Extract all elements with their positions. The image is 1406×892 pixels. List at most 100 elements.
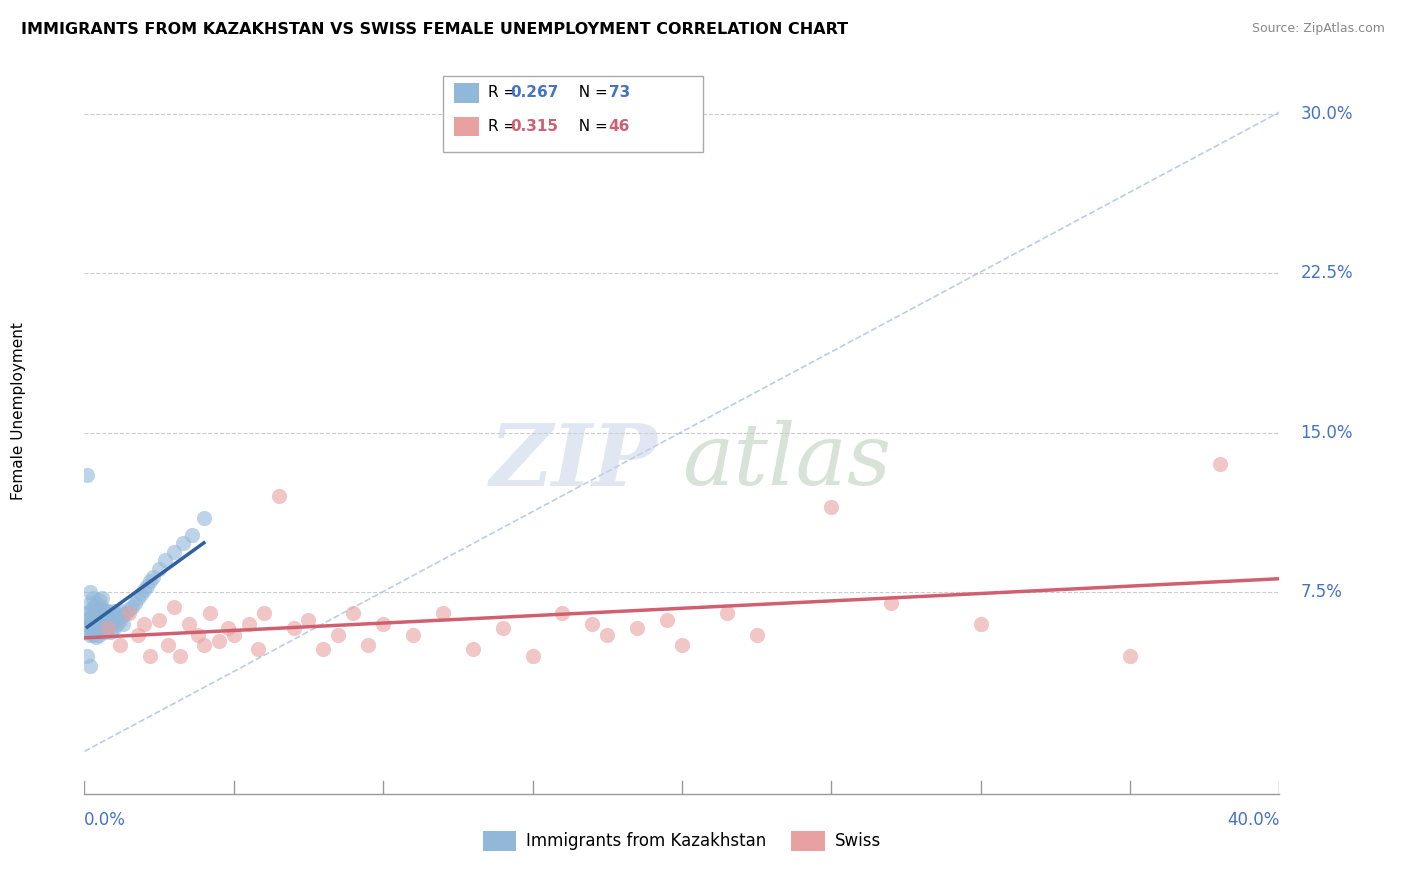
Point bbox=[79, 610, 101, 624]
Point bbox=[820, 500, 842, 514]
Point bbox=[97, 621, 120, 635]
Point bbox=[267, 489, 290, 503]
Point bbox=[82, 607, 104, 621]
Point bbox=[432, 607, 454, 621]
Point bbox=[103, 613, 125, 627]
Point bbox=[118, 602, 141, 616]
Point bbox=[91, 621, 114, 635]
Text: IMMIGRANTS FROM KAZAKHSTAN VS SWISS FEMALE UNEMPLOYMENT CORRELATION CHART: IMMIGRANTS FROM KAZAKHSTAN VS SWISS FEMA… bbox=[21, 22, 848, 37]
Point bbox=[177, 616, 200, 631]
Point bbox=[297, 613, 319, 627]
Point bbox=[94, 625, 117, 640]
Point bbox=[91, 599, 114, 614]
Point bbox=[82, 621, 104, 635]
Point bbox=[402, 627, 425, 641]
Point bbox=[86, 608, 108, 623]
Text: 46: 46 bbox=[609, 120, 630, 134]
Point bbox=[100, 616, 122, 631]
Point bbox=[79, 616, 101, 631]
Point bbox=[115, 607, 138, 621]
Point bbox=[1119, 648, 1142, 663]
Point bbox=[153, 553, 176, 567]
Point bbox=[94, 616, 117, 631]
Point bbox=[581, 616, 603, 631]
Point bbox=[187, 627, 209, 641]
Point bbox=[181, 527, 204, 541]
Point bbox=[222, 627, 245, 641]
Text: Female Unemployment: Female Unemployment bbox=[11, 322, 27, 500]
Point bbox=[283, 621, 305, 635]
Point bbox=[142, 570, 165, 584]
Point bbox=[163, 544, 186, 558]
Point bbox=[76, 621, 98, 635]
Point bbox=[1209, 458, 1232, 472]
Point bbox=[121, 599, 143, 614]
Point bbox=[97, 621, 120, 635]
Point bbox=[76, 607, 98, 621]
Point bbox=[671, 638, 693, 652]
Point bbox=[118, 607, 141, 621]
Point bbox=[127, 627, 149, 641]
Point bbox=[312, 642, 335, 657]
Point bbox=[169, 648, 191, 663]
Point bbox=[110, 638, 132, 652]
Point bbox=[132, 616, 156, 631]
Point bbox=[246, 642, 269, 657]
Text: 7.5%: 7.5% bbox=[1301, 583, 1343, 601]
Point bbox=[157, 638, 180, 652]
Point bbox=[82, 613, 104, 627]
Point bbox=[880, 596, 903, 610]
Text: 0.0%: 0.0% bbox=[84, 811, 127, 829]
Point bbox=[82, 627, 104, 641]
Text: 15.0%: 15.0% bbox=[1301, 424, 1353, 442]
Point bbox=[596, 627, 619, 641]
Point bbox=[461, 642, 484, 657]
Point bbox=[716, 607, 738, 621]
Point bbox=[970, 616, 993, 631]
Point bbox=[79, 627, 101, 641]
Point bbox=[110, 613, 132, 627]
Point bbox=[124, 596, 146, 610]
Point bbox=[89, 616, 111, 631]
Point bbox=[357, 638, 380, 652]
Text: 40.0%: 40.0% bbox=[1227, 811, 1279, 829]
Point bbox=[89, 625, 111, 640]
Point bbox=[342, 607, 364, 621]
Point bbox=[103, 621, 125, 635]
Point bbox=[148, 561, 170, 575]
Point bbox=[139, 574, 162, 589]
Point bbox=[86, 604, 108, 618]
Point bbox=[655, 613, 678, 627]
Point bbox=[551, 607, 574, 621]
Point bbox=[132, 582, 156, 597]
Point bbox=[97, 604, 120, 618]
Text: 22.5%: 22.5% bbox=[1301, 264, 1353, 282]
Point bbox=[745, 627, 768, 641]
Point bbox=[82, 616, 104, 631]
Point bbox=[172, 536, 194, 550]
Point bbox=[253, 607, 276, 621]
Point bbox=[86, 613, 108, 627]
Point bbox=[79, 585, 101, 599]
Point bbox=[373, 616, 395, 631]
Point bbox=[89, 610, 111, 624]
Point bbox=[208, 633, 231, 648]
Point bbox=[94, 604, 117, 618]
Point bbox=[86, 630, 108, 644]
Text: 0.315: 0.315 bbox=[510, 120, 558, 134]
Point bbox=[79, 625, 101, 640]
Point bbox=[76, 648, 98, 663]
Point bbox=[129, 587, 152, 601]
Point bbox=[163, 599, 186, 614]
Point bbox=[217, 621, 239, 635]
Point bbox=[91, 591, 114, 606]
Point bbox=[94, 610, 117, 624]
Point bbox=[328, 627, 350, 641]
Point bbox=[97, 613, 120, 627]
Text: 0.267: 0.267 bbox=[510, 86, 558, 100]
Point bbox=[79, 659, 101, 673]
Point bbox=[522, 648, 544, 663]
Text: 73: 73 bbox=[609, 86, 630, 100]
Point bbox=[89, 593, 111, 607]
Text: N =: N = bbox=[569, 120, 613, 134]
